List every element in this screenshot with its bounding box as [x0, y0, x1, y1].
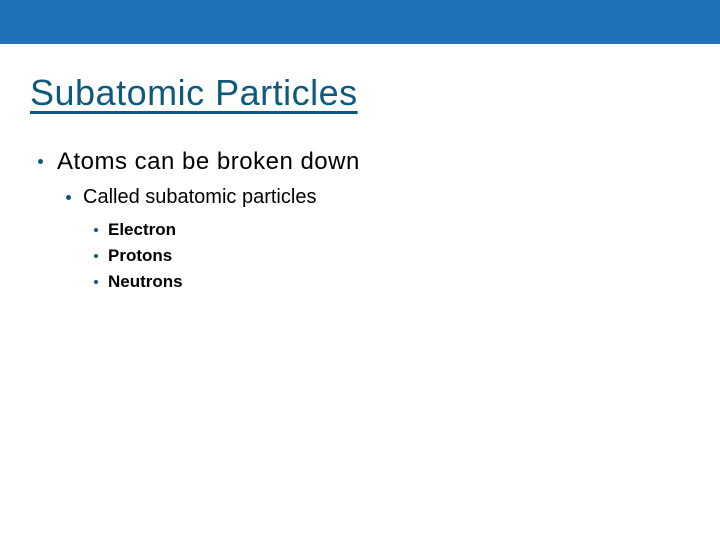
- bullet-level3: Neutrons: [94, 272, 183, 292]
- bullet-level3: Electron: [94, 220, 176, 240]
- slide-title: Subatomic Particles: [30, 72, 358, 114]
- bullet-level3: Protons: [94, 246, 172, 266]
- bullet-level3-text: Protons: [108, 246, 172, 266]
- bullet-level1: Atoms can be broken down: [38, 148, 360, 176]
- bullet-level3-text: Neutrons: [108, 272, 183, 292]
- bullet-level2-text: Called subatomic particles: [83, 186, 316, 209]
- bullet-level1-text: Atoms can be broken down: [57, 148, 360, 176]
- bullet-level3-text: Electron: [108, 220, 176, 240]
- slide: Subatomic Particles Atoms can be broken …: [0, 0, 720, 540]
- bullet-dot-icon: [94, 280, 98, 284]
- bullet-dot-icon: [94, 254, 98, 258]
- bullet-dot-icon: [94, 228, 98, 232]
- bullet-level2: Called subatomic particles: [66, 186, 316, 209]
- bullet-dot-icon: [66, 195, 71, 200]
- top-accent-bar: [0, 0, 720, 44]
- bullet-dot-icon: [38, 159, 43, 164]
